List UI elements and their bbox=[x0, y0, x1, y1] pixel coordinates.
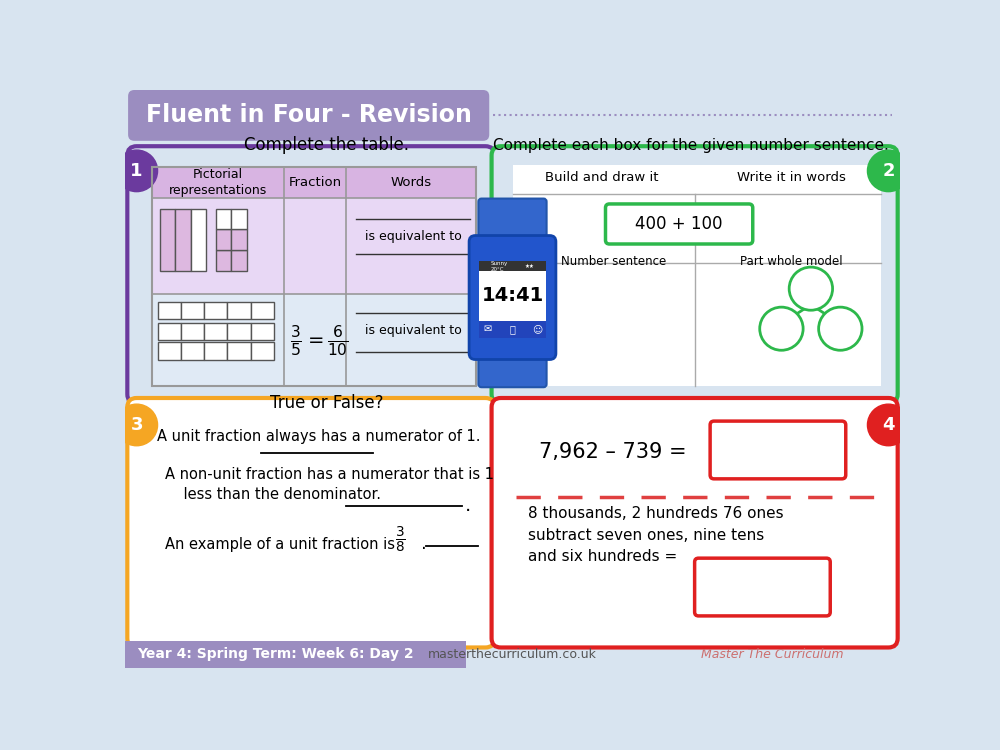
Text: Words: Words bbox=[390, 176, 432, 189]
Bar bbox=[158, 322, 181, 340]
FancyBboxPatch shape bbox=[127, 146, 495, 404]
Bar bbox=[158, 342, 181, 359]
FancyBboxPatch shape bbox=[478, 343, 547, 387]
Bar bbox=[204, 302, 227, 320]
Text: Number sentence: Number sentence bbox=[561, 255, 666, 268]
Text: Year 4: Spring Term: Week 6: Day 2: Year 4: Spring Term: Week 6: Day 2 bbox=[137, 647, 413, 661]
Text: Part whole model: Part whole model bbox=[740, 255, 843, 268]
Bar bbox=[231, 209, 247, 230]
Bar bbox=[191, 209, 206, 271]
Bar bbox=[479, 321, 546, 338]
Text: $\frac{6}{10}$: $\frac{6}{10}$ bbox=[327, 322, 349, 358]
Bar bbox=[216, 230, 231, 251]
FancyBboxPatch shape bbox=[606, 204, 753, 244]
Text: Write it in words: Write it in words bbox=[737, 170, 846, 184]
Bar bbox=[204, 322, 227, 340]
Bar bbox=[152, 167, 476, 386]
Bar bbox=[181, 302, 204, 320]
Bar bbox=[216, 251, 231, 271]
Bar bbox=[231, 251, 247, 271]
Bar bbox=[152, 167, 476, 198]
Bar bbox=[479, 261, 546, 271]
Bar bbox=[152, 167, 476, 386]
Circle shape bbox=[116, 404, 158, 445]
Text: ☺: ☺ bbox=[532, 325, 542, 334]
Circle shape bbox=[116, 150, 158, 192]
Text: 14:41: 14:41 bbox=[481, 286, 544, 305]
Bar bbox=[181, 342, 204, 359]
Text: An example of a unit fraction is: An example of a unit fraction is bbox=[165, 537, 395, 552]
Bar bbox=[251, 342, 274, 359]
Text: .: . bbox=[416, 536, 426, 554]
Bar bbox=[216, 209, 231, 230]
FancyBboxPatch shape bbox=[469, 236, 556, 359]
Circle shape bbox=[867, 404, 909, 445]
Text: =: = bbox=[308, 331, 325, 350]
Circle shape bbox=[867, 150, 909, 192]
Text: 400 + 100: 400 + 100 bbox=[635, 215, 723, 233]
Bar bbox=[227, 322, 251, 340]
Bar bbox=[125, 640, 466, 668]
Bar bbox=[181, 322, 204, 340]
FancyBboxPatch shape bbox=[479, 261, 546, 338]
Text: is equivalent to: is equivalent to bbox=[365, 230, 462, 243]
Bar bbox=[251, 302, 274, 320]
Text: masterthecurriculum.co.uk: masterthecurriculum.co.uk bbox=[428, 647, 597, 661]
Text: Complete each box for the given number sentence.: Complete each box for the given number s… bbox=[493, 138, 889, 153]
Text: $\frac{3}{5}$: $\frac{3}{5}$ bbox=[290, 322, 301, 358]
Circle shape bbox=[760, 308, 803, 350]
Text: True or False?: True or False? bbox=[270, 394, 383, 412]
Bar bbox=[227, 342, 251, 359]
Text: A non-unit fraction has a numerator that is 1
    less than the denominator.: A non-unit fraction has a numerator that… bbox=[165, 466, 494, 502]
FancyBboxPatch shape bbox=[695, 558, 830, 616]
Circle shape bbox=[819, 308, 862, 350]
FancyBboxPatch shape bbox=[492, 146, 898, 404]
FancyBboxPatch shape bbox=[710, 421, 846, 478]
Text: Fluent in Four - Revision: Fluent in Four - Revision bbox=[146, 104, 472, 128]
Text: Build and draw it: Build and draw it bbox=[545, 170, 658, 184]
FancyBboxPatch shape bbox=[127, 398, 495, 647]
Bar bbox=[158, 302, 181, 320]
Bar bbox=[251, 322, 274, 340]
Bar bbox=[227, 302, 251, 320]
Circle shape bbox=[789, 267, 833, 310]
Text: $\frac{3}{8}$: $\frac{3}{8}$ bbox=[395, 526, 405, 556]
Text: is equivalent to: is equivalent to bbox=[365, 324, 462, 337]
Text: 3: 3 bbox=[130, 416, 143, 434]
Text: 2: 2 bbox=[882, 162, 895, 180]
Text: 4: 4 bbox=[882, 416, 895, 434]
FancyBboxPatch shape bbox=[492, 398, 898, 647]
Bar bbox=[160, 209, 175, 271]
Text: Fraction: Fraction bbox=[288, 176, 341, 189]
Bar bbox=[204, 342, 227, 359]
FancyBboxPatch shape bbox=[128, 90, 489, 141]
Text: Pictorial
representations: Pictorial representations bbox=[169, 168, 267, 197]
Text: A unit fraction always has a numerator of 1.: A unit fraction always has a numerator o… bbox=[157, 429, 480, 444]
Text: ✉: ✉ bbox=[484, 325, 492, 334]
Bar bbox=[152, 198, 476, 294]
Text: 8 thousands, 2 hundreds 76 ones
subtract seven ones, nine tens
and six hundreds : 8 thousands, 2 hundreds 76 ones subtract… bbox=[528, 506, 784, 564]
FancyBboxPatch shape bbox=[478, 199, 547, 243]
Text: Sunny
20°C: Sunny 20°C bbox=[491, 261, 508, 272]
Text: ⌕: ⌕ bbox=[510, 325, 515, 334]
Text: 7,962 – 739 =: 7,962 – 739 = bbox=[539, 442, 687, 462]
Bar bbox=[175, 209, 191, 271]
Bar bbox=[512, 165, 881, 386]
Text: 1: 1 bbox=[130, 162, 143, 180]
Text: Master The Curriculum: Master The Curriculum bbox=[701, 647, 843, 661]
Text: ★★: ★★ bbox=[524, 264, 534, 268]
Text: Complete the table.: Complete the table. bbox=[244, 136, 409, 154]
Bar bbox=[152, 294, 476, 386]
Text: .: . bbox=[464, 496, 471, 515]
Bar bbox=[231, 230, 247, 251]
